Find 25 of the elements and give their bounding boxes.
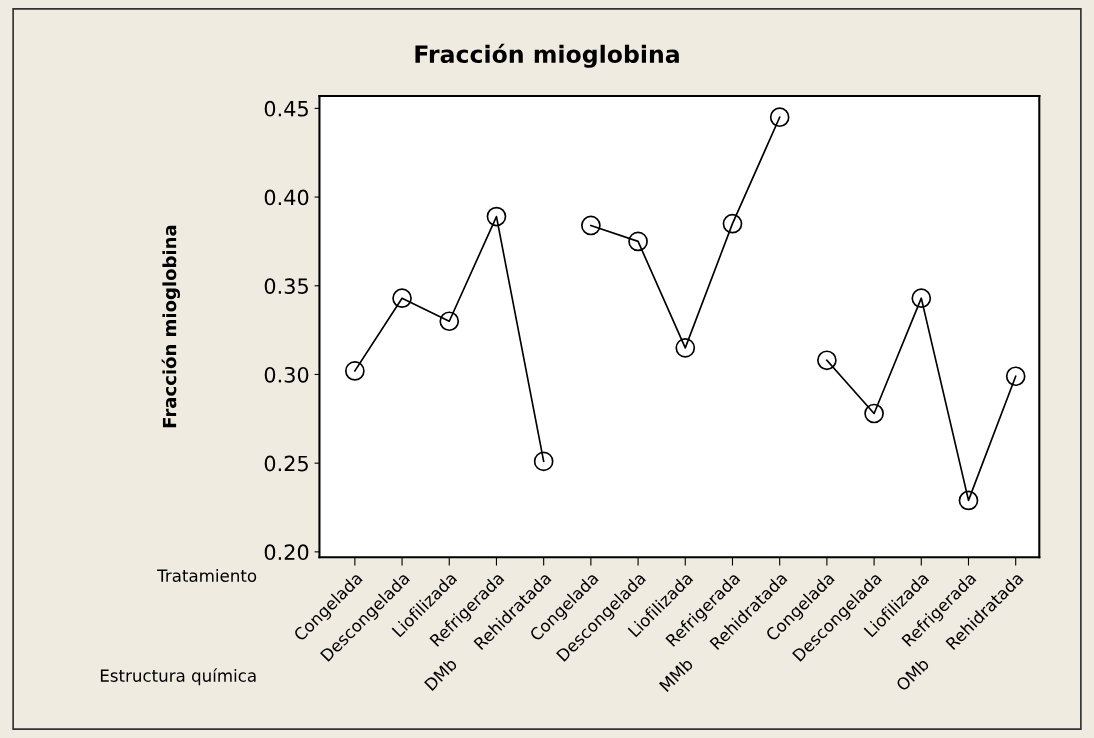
y-axis-title: Fracción mioglobina bbox=[161, 225, 181, 428]
point bbox=[769, 107, 790, 128]
point bbox=[958, 490, 979, 511]
y-tick-label: 0.25 bbox=[264, 455, 308, 472]
point bbox=[722, 213, 743, 234]
point bbox=[817, 350, 837, 371]
point bbox=[864, 403, 884, 424]
chart-title: Fracción mioglobina bbox=[415, 43, 679, 68]
point bbox=[392, 288, 412, 309]
y-tick-label: 0.35 bbox=[264, 278, 308, 294]
point bbox=[344, 361, 365, 381]
point bbox=[439, 311, 460, 332]
y-tick-label: 0.20 bbox=[264, 544, 309, 561]
point bbox=[628, 231, 648, 252]
point bbox=[581, 215, 601, 236]
y-tick-label: 0.40 bbox=[264, 189, 309, 206]
text: Estructura química bbox=[100, 668, 256, 686]
text: Tratamiento bbox=[157, 569, 257, 582]
y-tick-label: 0.30 bbox=[264, 366, 309, 383]
point bbox=[486, 206, 507, 227]
point bbox=[533, 451, 554, 472]
point bbox=[675, 337, 696, 358]
point bbox=[911, 288, 932, 309]
point bbox=[1005, 366, 1026, 387]
y-tick-label: 0.45 bbox=[264, 100, 308, 117]
